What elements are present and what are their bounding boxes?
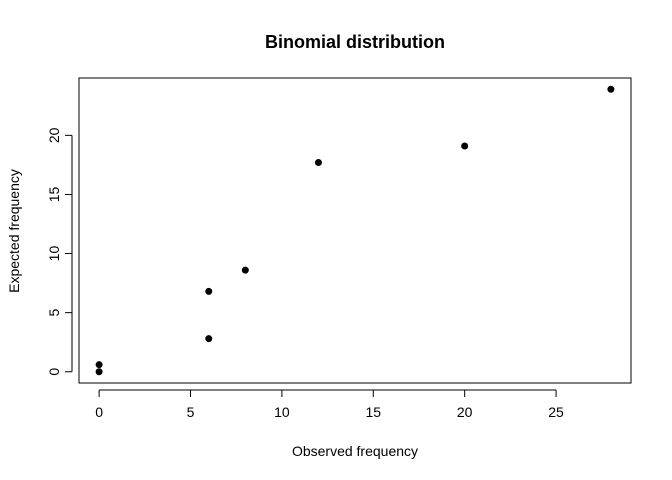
y-tick-label: 15 [46, 186, 62, 202]
data-point [314, 159, 322, 167]
chart-title: Binomial distribution [265, 32, 445, 52]
x-tick-label: 20 [457, 404, 473, 420]
x-axis-label: Observed frequency [292, 443, 418, 459]
y-tick-label: 10 [46, 246, 62, 262]
data-point [205, 287, 213, 295]
data-point [95, 361, 103, 369]
y-tick-label: 0 [46, 368, 62, 376]
plot-area-frame [78, 77, 632, 384]
x-tick-label: 10 [274, 404, 290, 420]
data-points [95, 85, 615, 376]
data-point [241, 266, 249, 274]
data-point [95, 368, 103, 376]
x-tick-label: 0 [95, 404, 103, 420]
x-tick-label: 5 [187, 404, 195, 420]
y-tick-label: 20 [46, 127, 62, 143]
y-tick-label: 5 [46, 309, 62, 317]
y-axis-label: Expected frequency [6, 169, 22, 293]
x-tick-label: 25 [548, 404, 564, 420]
y-axis: 0 5 10 15 20 [46, 127, 73, 376]
x-tick-label: 15 [365, 404, 381, 420]
data-point [205, 335, 213, 343]
data-point [607, 85, 615, 93]
data-point [461, 142, 469, 150]
x-axis: 0 5 10 15 20 25 [95, 389, 564, 420]
